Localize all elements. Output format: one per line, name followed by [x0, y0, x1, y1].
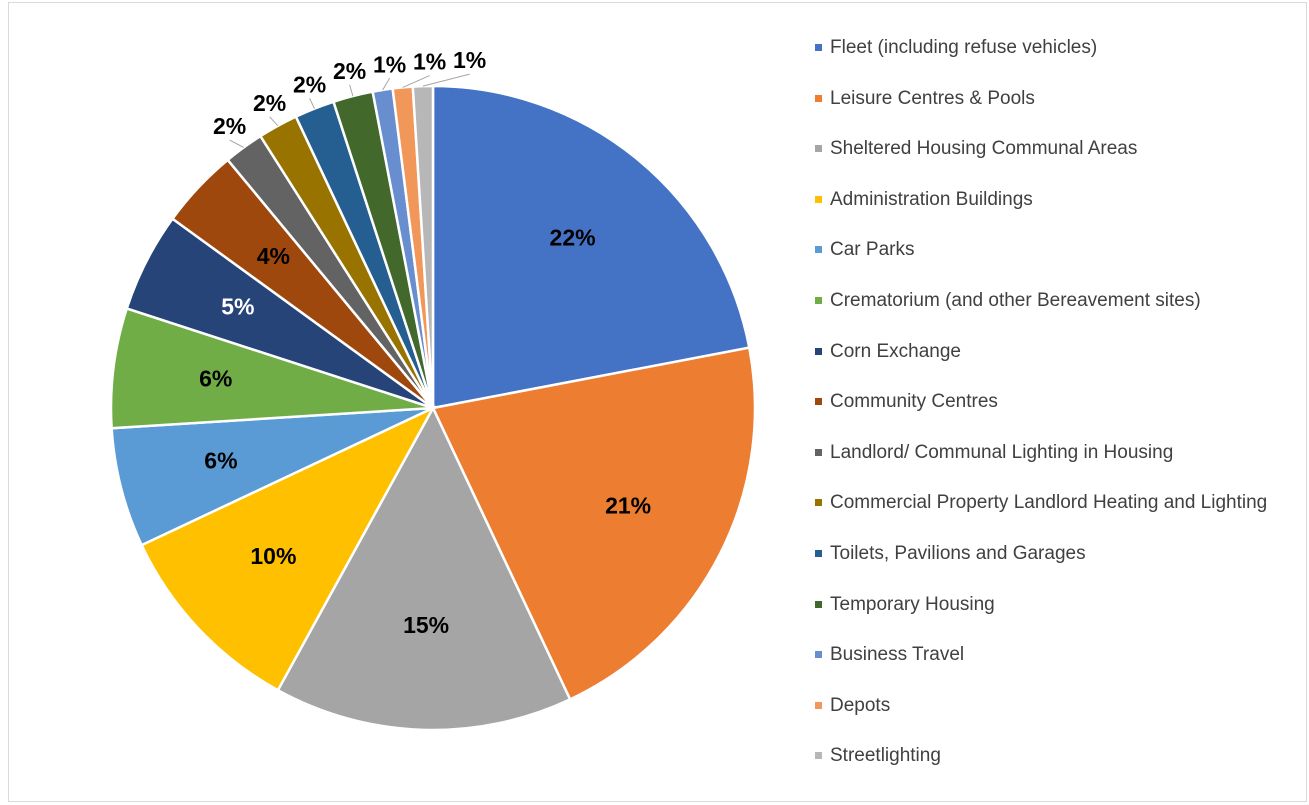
legend-label: Depots [830, 694, 891, 716]
data-label: 1% [373, 51, 406, 77]
leader-line [402, 75, 430, 88]
legend-item: Crematorium (and other Bereavement sites… [815, 291, 1305, 310]
leader-line [309, 98, 315, 109]
legend-item: Leisure Centres & Pools [815, 89, 1305, 108]
data-label: 15% [403, 612, 449, 638]
data-label: 2% [333, 58, 366, 84]
legend-label: Sheltered Housing Communal Areas [830, 138, 1138, 160]
leader-line [422, 73, 470, 87]
legend-label: Corn Exchange [830, 340, 961, 362]
legend-label: Landlord/ Communal Lighting in Housing [830, 441, 1174, 463]
data-label: 22% [550, 224, 596, 250]
data-label: 1% [453, 47, 486, 73]
leader-line [349, 84, 354, 97]
legend-swatch [815, 398, 822, 406]
legend-item: Landlord/ Communal Lighting in Housing [815, 443, 1305, 462]
legend-label: Commercial Property Landlord Heating and… [830, 492, 1268, 514]
legend-swatch [815, 752, 822, 760]
legend-label: Business Travel [830, 644, 965, 666]
legend-swatch [815, 448, 822, 456]
pie-slice [109, 306, 434, 430]
legend-item: Administration Buildings [815, 190, 1305, 209]
legend-swatch [815, 246, 822, 254]
data-label: 21% [605, 492, 651, 518]
legend-label: Temporary Housing [830, 593, 995, 615]
legend-label: Community Centres [830, 391, 998, 413]
pie-slice [431, 84, 751, 410]
leader-line [269, 116, 279, 127]
pie-slice [411, 84, 435, 409]
pie-slice [110, 406, 434, 547]
leader-line [382, 78, 391, 91]
legend-swatch [815, 701, 822, 709]
legend-label: Streetlighting [830, 745, 941, 767]
legend-label: Toilets, Pavilions and Garages [830, 543, 1086, 564]
legend-item: Commercial Property Landlord Heating and… [815, 493, 1305, 512]
legend-item: Temporary Housing [815, 595, 1305, 614]
legend-swatch [815, 94, 822, 102]
pie-slice [139, 405, 436, 692]
legend-item: Fleet (including refuse vehicles) [815, 38, 1305, 57]
data-label: 2% [293, 71, 326, 97]
chart-frame [8, 2, 1307, 802]
legend-label: Crematorium (and other Bereavement sites… [830, 290, 1201, 311]
legend-swatch [815, 600, 822, 608]
legend-item: Streetlighting [815, 746, 1305, 765]
data-label: 6% [199, 366, 232, 392]
legend-swatch [815, 297, 822, 304]
leader-line [229, 139, 244, 148]
data-label: 10% [250, 543, 296, 569]
data-label: 6% [204, 448, 237, 474]
data-label: 2% [253, 90, 286, 116]
pie-slice [276, 405, 572, 732]
legend-item: Depots [815, 696, 1305, 715]
data-label: 5% [221, 294, 254, 320]
legend-swatch [815, 347, 822, 355]
legend-label: Administration Buildings [830, 188, 1033, 210]
legend-item: Sheltered Housing Communal Areas [815, 139, 1305, 158]
pie-slice [431, 346, 757, 702]
data-label: 4% [257, 243, 290, 269]
legend-swatch [815, 550, 822, 557]
data-label: 2% [213, 113, 246, 139]
legend-item: Toilets, Pavilions and Garages [815, 544, 1305, 563]
legend-item: Business Travel [815, 645, 1305, 664]
data-label: 1% [413, 49, 446, 75]
legend-label: Fleet (including refuse vehicles) [830, 37, 1098, 58]
legend-swatch [815, 651, 822, 659]
legend-item: Community Centres [815, 392, 1305, 411]
legend-label: Leisure Centres & Pools [830, 87, 1035, 109]
legend-swatch [815, 499, 822, 507]
legend-swatch [815, 145, 822, 153]
legend-item: Car Parks [815, 240, 1305, 259]
legend-item: Corn Exchange [815, 342, 1305, 361]
legend-swatch [815, 44, 822, 51]
legend-label: Car Parks [830, 239, 915, 261]
legend-swatch [815, 195, 822, 203]
